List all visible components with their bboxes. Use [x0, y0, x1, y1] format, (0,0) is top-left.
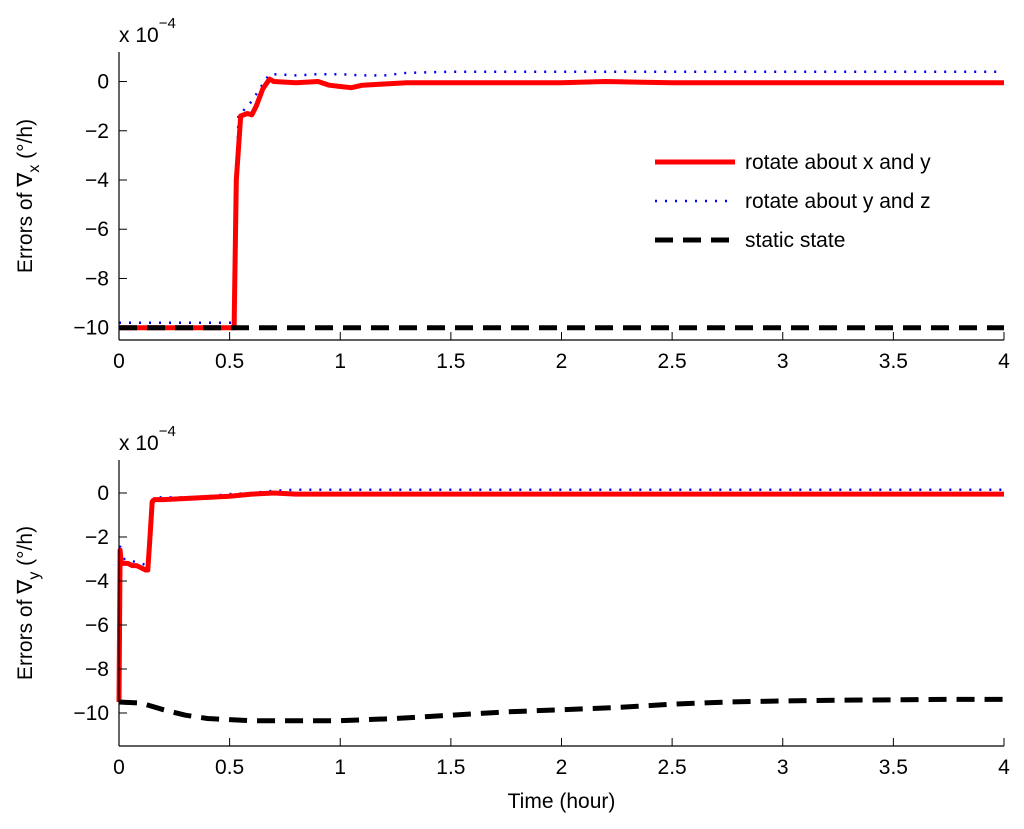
y-label-prefix: Errors of ∇ — [14, 172, 37, 273]
y-axis-label: Errors of ∇y (°/h) — [14, 526, 43, 680]
scale-exponent: −4 — [159, 15, 176, 32]
scale-base: x 10 — [119, 24, 159, 47]
y-label-subscript: x — [26, 165, 43, 173]
x-tick-label: 1 — [334, 756, 346, 779]
x-tick-label: 1.5 — [436, 350, 465, 373]
y-label-subscript: y — [26, 572, 43, 580]
x-tick-label: 3.5 — [879, 756, 908, 779]
scale-base: x 10 — [119, 432, 159, 455]
series-line-rotate-about-x-and-y — [119, 76, 1004, 331]
y-tick-label: −6 — [85, 218, 109, 241]
series-line-rotate-about-x-and-y — [116, 490, 1004, 703]
x-tick-label: 3.5 — [879, 350, 908, 373]
x-tick-label: 1 — [334, 350, 346, 373]
x-axis-label: Time (hour) — [508, 790, 616, 813]
y-label-prefix: Errors of ∇ — [14, 579, 37, 680]
y-label-suffix: (°/h) — [14, 526, 37, 572]
y-tick-label: −10 — [73, 317, 109, 340]
y-tick-label: −8 — [85, 658, 109, 681]
axis-scale-factor: x 10−4 — [119, 15, 176, 47]
x-tick-label: 2 — [556, 350, 568, 373]
series-line-rotate-about-y-and-z — [117, 488, 1004, 698]
series-line-static-state — [118, 696, 1004, 724]
x-tick-label: 1.5 — [436, 756, 465, 779]
x-tick-label: 0 — [113, 756, 125, 779]
x-tick-label: 2 — [556, 756, 568, 779]
y-tick-label: −4 — [85, 169, 109, 192]
y-tick-label: −8 — [85, 267, 109, 290]
x-tick-label: 0.5 — [215, 756, 244, 779]
legend-entry-label: rotate about y and z — [745, 190, 931, 213]
legend-entry-label: rotate about x and y — [745, 151, 931, 174]
x-tick-label: 4 — [998, 756, 1010, 779]
y-tick-label: 0 — [97, 71, 109, 94]
bottom-plot: 0 0.5 1 1.5 2 2.5 3 3.5 40−2−4−6−8−10x 10−4Error… — [14, 423, 1010, 813]
legend-entry-label: static state — [745, 229, 845, 252]
y-tick-label: −4 — [85, 570, 109, 593]
x-tick-label: 0.5 — [215, 350, 244, 373]
x-tick-label: 3 — [777, 350, 789, 373]
x-tick-label: 4 — [998, 350, 1010, 373]
y-tick-label: −2 — [85, 120, 109, 143]
legend: rotate about x and y rotate about y and z… — [655, 151, 931, 252]
axis-scale-factor: x 10−4 — [119, 423, 176, 455]
top-plot: 0 0.5 1 1.5 2 2.5 3 3.5 40−2−4−6−8−10x 10−4Error… — [14, 15, 1010, 373]
y-tick-label: 0 — [97, 482, 109, 505]
x-tick-label: 2.5 — [658, 350, 687, 373]
x-tick-label: 0 — [113, 350, 125, 373]
y-tick-label: −6 — [85, 614, 109, 637]
y-label-suffix: (°/h) — [14, 119, 37, 165]
y-axis-label: Errors of ∇x (°/h) — [14, 119, 43, 273]
scale-exponent: −4 — [159, 423, 176, 440]
x-tick-label: 2.5 — [658, 756, 687, 779]
x-tick-label: 3 — [777, 756, 789, 779]
y-tick-label: −10 — [73, 702, 109, 725]
y-tick-label: −2 — [85, 526, 109, 549]
